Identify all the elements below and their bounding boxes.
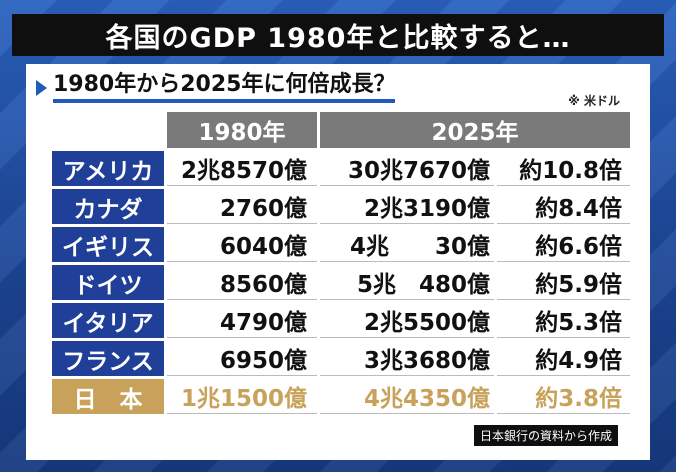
country-label: フランス — [52, 341, 164, 376]
table-row: カナダ 2760億 2兆3190億 約8.4倍 — [52, 189, 630, 224]
column-header-2025: 2025年 — [320, 112, 630, 148]
country-label: イタリア — [52, 303, 164, 338]
country-label: ドイツ — [52, 265, 164, 300]
growth-ratio-cell: 約8.4倍 — [497, 189, 630, 224]
source-note: 日本銀行の資料から作成 — [473, 425, 618, 446]
column-header-1980: 1980年 — [167, 112, 317, 148]
gdp-1980-cell: 1兆1500億 — [167, 379, 317, 414]
corner-cell — [52, 112, 164, 148]
country-label: 日 本 — [52, 379, 164, 414]
gdp-2025-cell: 3兆3680億 — [320, 341, 494, 376]
growth-ratio-cell: 約5.9倍 — [497, 265, 630, 300]
table-header-row: 1980年 2025年 — [52, 112, 630, 148]
gdp-2025-cell: 4兆 30億 — [320, 227, 494, 262]
unit-note: ※ 米ドル — [568, 94, 620, 108]
triangle-bullet-icon — [36, 79, 47, 96]
growth-ratio-cell: 約10.8倍 — [497, 151, 630, 186]
gdp-2025-cell: 4兆4350億 — [320, 379, 494, 414]
gdp-1980-cell: 8560億 — [167, 265, 317, 300]
gdp-1980-cell: 2760億 — [167, 189, 317, 224]
growth-ratio-cell: 約6.6倍 — [497, 227, 630, 262]
page-title: 各国のGDP 1980年と比較すると… — [105, 22, 571, 54]
country-label: アメリカ — [52, 151, 164, 186]
table-row: アメリカ 2兆8570億 30兆7670億 約10.8倍 — [52, 151, 630, 186]
gdp-table: 1980年 2025年 アメリカ 2兆8570億 30兆7670億 約10.8倍… — [49, 109, 633, 417]
country-label: カナダ — [52, 189, 164, 224]
gdp-2025-cell: 5兆 480億 — [320, 265, 494, 300]
table-row-japan: 日 本 1兆1500億 4兆4350億 約3.8倍 — [52, 379, 630, 414]
gdp-2025-cell: 30兆7670億 — [320, 151, 494, 186]
table-row: イタリア 4790億 2兆5500億 約5.3倍 — [52, 303, 630, 338]
gdp-1980-cell: 4790億 — [167, 303, 317, 338]
table-row: イギリス 6040億 4兆 30億 約6.6倍 — [52, 227, 630, 262]
subtitle-row: 1980年から2025年に何倍成長？ — [36, 72, 396, 103]
gdp-1980-cell: 2兆8570億 — [167, 151, 317, 186]
country-label: イギリス — [52, 227, 164, 262]
growth-ratio-cell: 約5.3倍 — [497, 303, 630, 338]
gdp-1980-cell: 6040億 — [167, 227, 317, 262]
table-row: フランス 6950億 3兆3680億 約4.9倍 — [52, 341, 630, 376]
growth-ratio-cell: 約3.8倍 — [497, 379, 630, 414]
table-row: ドイツ 8560億 5兆 480億 約5.9倍 — [52, 265, 630, 300]
gdp-2025-cell: 2兆3190億 — [320, 189, 494, 224]
gdp-1980-cell: 6950億 — [167, 341, 317, 376]
content-panel: 1980年から2025年に何倍成長？ ※ 米ドル 1980年 2025年 アメリ… — [26, 64, 650, 460]
growth-ratio-cell: 約4.9倍 — [497, 341, 630, 376]
title-banner: 各国のGDP 1980年と比較すると… — [12, 14, 664, 56]
subtitle: 1980年から2025年に何倍成長？ — [53, 72, 396, 103]
gdp-2025-cell: 2兆5500億 — [320, 303, 494, 338]
